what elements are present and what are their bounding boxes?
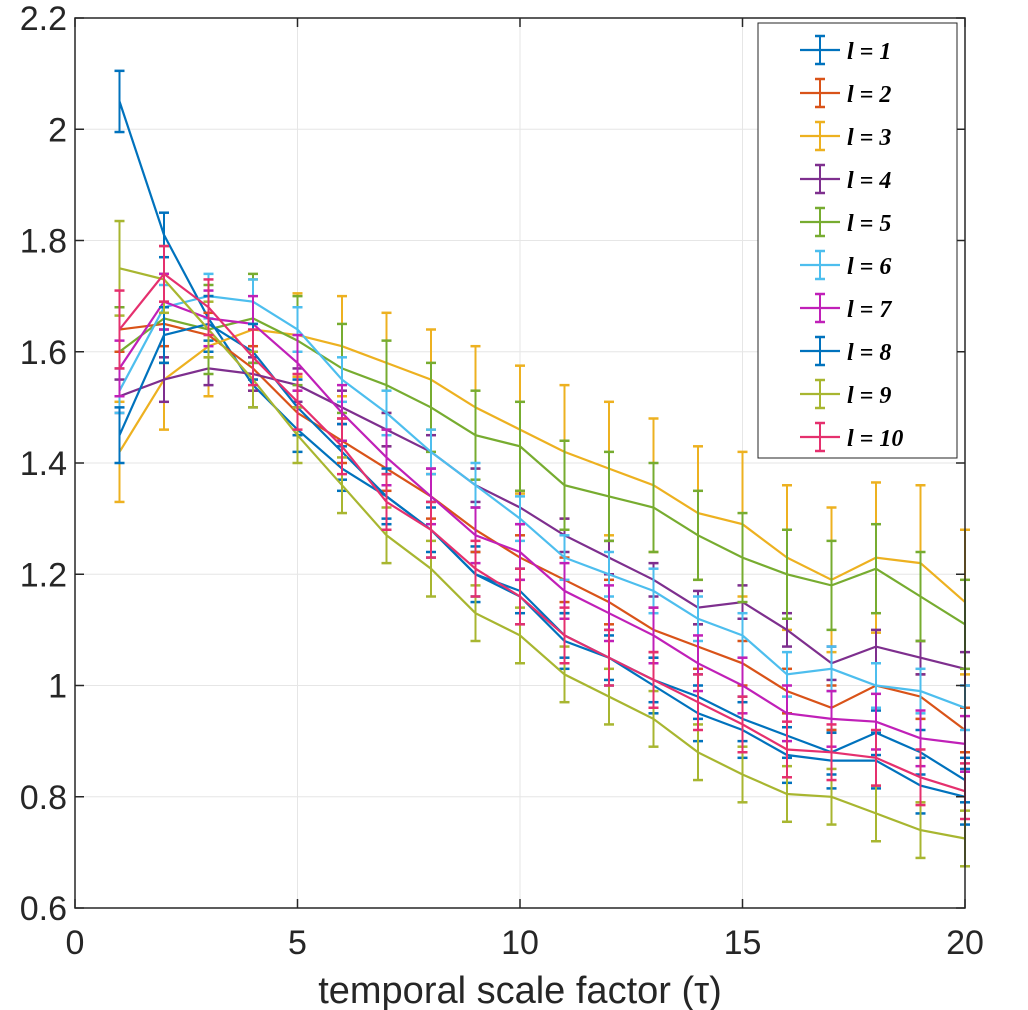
error-bar <box>871 522 881 615</box>
legend-label: l = 10 <box>847 426 903 452</box>
x-tick-label: 10 <box>501 924 539 962</box>
error-bar <box>515 567 525 626</box>
legend-label: l = 7 <box>847 297 892 323</box>
error-bar <box>782 528 792 620</box>
x-tick-label: 0 <box>66 924 85 962</box>
legend-item: l = 5 <box>800 206 891 238</box>
legend-label: l = 9 <box>847 383 891 409</box>
series-l10 <box>114 244 970 821</box>
error-bar <box>470 539 481 598</box>
legend-item: l = 10 <box>800 421 903 453</box>
y-tick-label: 1.2 <box>20 556 67 594</box>
y-tick-label: 0.6 <box>20 890 67 928</box>
series-line <box>118 322 966 798</box>
error-bar <box>915 748 926 807</box>
error-bar <box>604 450 614 543</box>
legend-item: l = 6 <box>800 249 891 281</box>
legend-item: l = 9 <box>800 378 891 410</box>
error-bar <box>737 745 748 804</box>
legend-label: l = 6 <box>847 254 891 280</box>
legend-label: l = 3 <box>847 125 891 151</box>
series-line <box>119 267 966 840</box>
error-bar <box>826 723 837 782</box>
series-line <box>118 300 966 745</box>
legend-box <box>757 22 958 459</box>
y-tick-label: 2.2 <box>20 0 67 38</box>
plot-area <box>114 69 970 868</box>
x-tick-label: 20 <box>946 924 984 962</box>
legend-item: l = 1 <box>800 34 891 66</box>
ticks <box>74 17 966 909</box>
y-tick-label: 1.4 <box>20 445 67 483</box>
error-bar <box>782 720 792 779</box>
error-bar <box>114 289 125 370</box>
series-line <box>118 317 966 626</box>
error-bar <box>292 372 303 431</box>
error-bar <box>114 406 125 465</box>
legend-item: l = 8 <box>800 335 891 367</box>
error-bar <box>693 489 703 582</box>
error-bar <box>248 328 258 387</box>
error-bar <box>915 550 926 643</box>
error-bar <box>826 539 837 632</box>
error-bar <box>559 606 570 665</box>
series-line <box>118 101 966 782</box>
legend-label: l = 4 <box>847 168 891 194</box>
tick-labels: 0 5 10 15 20 0.6 0.8 1 1.2 1.4 1.6 1.8 2 2.2 <box>20 0 984 962</box>
y-tick-label: 2 <box>48 111 67 149</box>
error-bar <box>559 439 570 531</box>
error-bar <box>737 695 748 754</box>
legend-label: l = 2 <box>847 82 891 108</box>
y-tick-label: 1.8 <box>20 223 67 261</box>
error-bar <box>159 244 169 303</box>
error-bar <box>871 784 881 843</box>
legend-item: l = 3 <box>800 120 891 152</box>
legend-item: l = 7 <box>800 292 892 324</box>
y-tick-label: 0.8 <box>20 779 67 817</box>
legend: l = 1 l = 2 l = 3 l = 4 l = 5 l = 6 l = 7 l = 8… <box>757 22 958 459</box>
series-line <box>118 272 966 793</box>
legend-label: l = 8 <box>847 340 891 366</box>
x-tick-label: 15 <box>724 924 762 962</box>
error-bar <box>604 628 614 687</box>
error-bar <box>381 472 392 531</box>
error-bar <box>337 417 347 476</box>
error-bar <box>114 69 125 134</box>
series-line <box>119 367 966 670</box>
error-bar <box>648 461 659 554</box>
error-bar <box>693 673 703 732</box>
error-bar <box>648 650 659 709</box>
y-tick-label: 1.6 <box>20 334 67 372</box>
error-bar <box>737 511 748 604</box>
error-bar <box>426 500 436 559</box>
legend-item: l = 4 <box>800 163 891 195</box>
legend-item: l = 2 <box>800 77 891 109</box>
error-bar <box>693 723 703 782</box>
legend-label: l = 5 <box>847 211 891 237</box>
error-bar <box>203 278 214 337</box>
x-tick-label: 5 <box>288 924 307 962</box>
legend-label: l = 1 <box>847 39 891 65</box>
y-tick-label: 1 <box>48 668 67 706</box>
x-axis-label: temporal scale factor (τ) <box>318 970 722 1010</box>
series-line <box>118 294 966 709</box>
error-bar <box>515 400 525 493</box>
error-bar <box>871 728 881 787</box>
